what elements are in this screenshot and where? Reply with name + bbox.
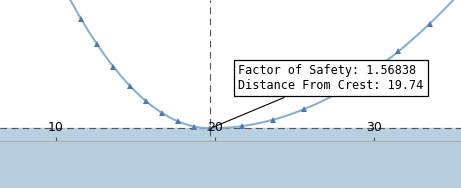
Text: Factor of Safety: 1.56838
Distance From Crest: 19.74: Factor of Safety: 1.56838 Distance From … bbox=[213, 64, 424, 127]
